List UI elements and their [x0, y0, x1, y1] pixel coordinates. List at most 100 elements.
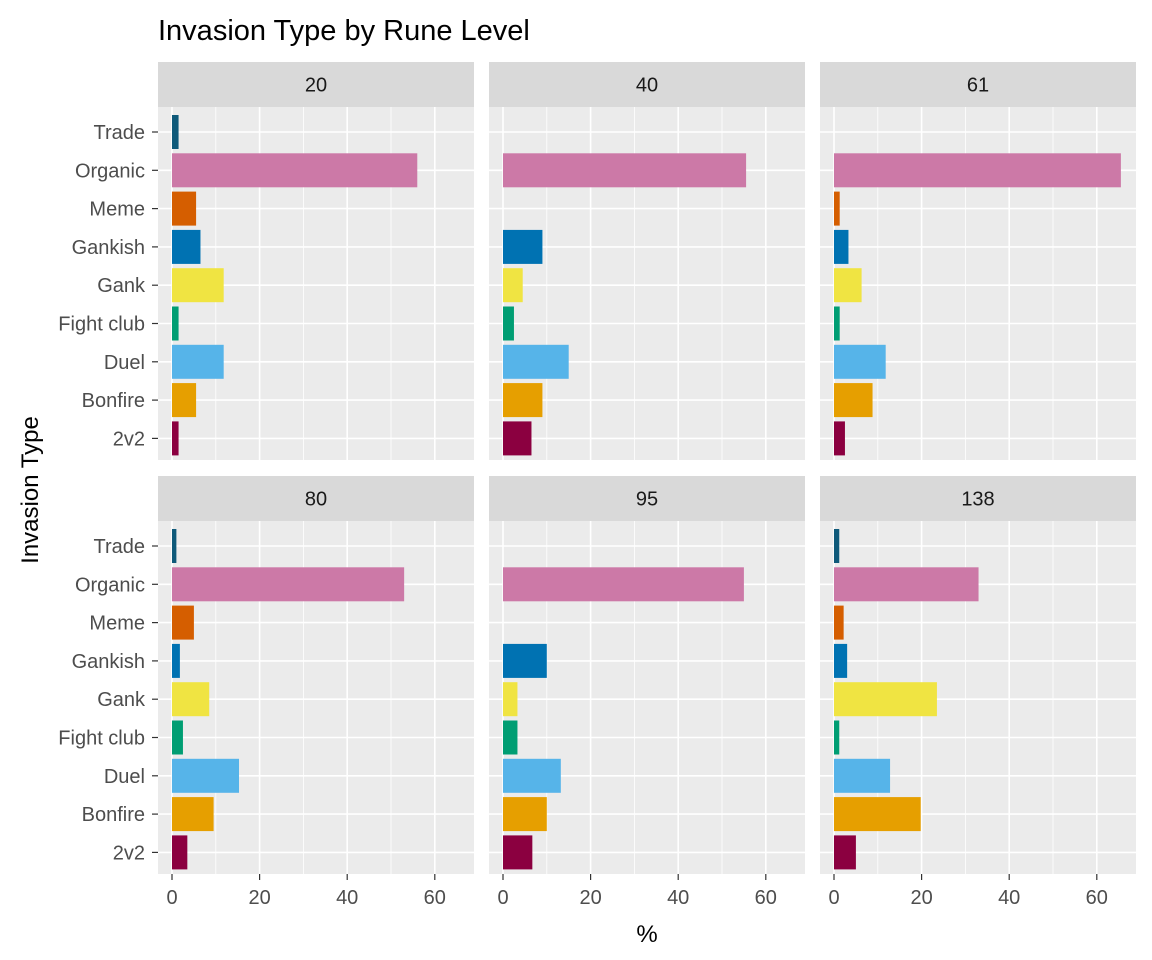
bar-gank: Gank: 11.8	[172, 268, 224, 303]
y-tick-label: Duel	[104, 352, 145, 374]
bar-duel: Duel: 15	[503, 344, 569, 379]
x-tick-label: 60	[1086, 887, 1108, 909]
bar-trade: Trade: 1	[172, 529, 177, 563]
bar-gank: Gank: 6.3	[834, 268, 862, 303]
bar-2v2: 2v2: 3.5	[172, 835, 188, 870]
bar-gankish: Gankish: 3	[834, 643, 848, 678]
bar-gankish: Gankish: 9	[503, 229, 543, 264]
x-tick-label: 20	[910, 887, 932, 909]
bar-2v2: 2v2: 2.5	[834, 421, 845, 456]
facet-strip-label: 95	[636, 489, 658, 511]
bar-organic: Organic: 65.5	[834, 153, 1121, 188]
facet-panels: 20 Trade: 1.5 Organic: 56 Meme: 5.5 Gankish:…	[58, 62, 1136, 909]
facet-panel-61: 61 Organic: 65.5 Meme: 1.3 Gankish: 3.3 Gank…	[820, 62, 1136, 460]
bar-meme: Meme: 5.5	[172, 191, 197, 226]
y-tick-label: Gank	[97, 275, 146, 297]
x-tick-label: 20	[248, 887, 270, 909]
bar-fight-club: Fight club: 1.3	[834, 306, 840, 341]
bar-organic: Organic: 56	[172, 153, 418, 188]
bar-organic: Organic: 55.5	[503, 153, 747, 188]
chart-title: Invasion Type by Rune Level	[158, 15, 530, 47]
bar-duel: Duel: 13.2	[503, 758, 561, 793]
bar-duel: Duel: 11.8	[172, 344, 224, 379]
y-tick-label: 2v2	[113, 842, 145, 864]
facet-strip-label: 20	[305, 75, 327, 97]
facet-panel-138: 138 Trade: 1.2 Organic: 33 Meme: 2.2 Gankish…	[820, 476, 1136, 909]
bar-meme: Meme: 1.3	[834, 191, 840, 226]
x-tick-label: 0	[166, 887, 177, 909]
bar-fight-club: Fight club: 1.5	[172, 306, 179, 341]
facet-panel-20: 20 Trade: 1.5 Organic: 56 Meme: 5.5 Gankish:…	[58, 62, 474, 460]
bar-organic: Organic: 55	[503, 567, 744, 602]
x-axis-title: %	[636, 921, 657, 948]
y-tick-label: Duel	[104, 766, 145, 788]
x-tick-label: 20	[579, 887, 601, 909]
y-tick-label: Fight club	[58, 728, 145, 750]
bar-meme: Meme: 2.2	[834, 605, 844, 640]
facet-strip	[158, 476, 474, 521]
y-tick-label: Organic	[75, 574, 145, 596]
bar-fight-club: Fight club: 2.5	[503, 306, 514, 341]
facet-panel-80: 80 Trade: 1 Organic: 53 Meme: 5 Gankish: 1.8…	[58, 476, 474, 909]
y-tick-label: Fight club	[58, 314, 145, 336]
facet-strip	[489, 476, 805, 521]
bar-bonfire: Bonfire: 9	[503, 383, 543, 418]
bar-bonfire: Bonfire: 9.5	[172, 797, 214, 832]
bar-organic: Organic: 33	[834, 567, 979, 602]
bar-bonfire: Bonfire: 5.5	[172, 383, 197, 418]
facet-strip	[820, 476, 1136, 521]
bar-fight-club: Fight club: 1.2	[834, 720, 840, 755]
bar-organic: Organic: 53	[172, 567, 405, 602]
facet-strip	[489, 62, 805, 107]
bar-gankish: Gankish: 3.3	[834, 229, 849, 264]
bar-fight-club: Fight club: 3.3	[503, 720, 518, 755]
bar-fight-club: Fight club: 2.5	[172, 720, 183, 755]
y-tick-label: Gankish	[72, 651, 145, 673]
facet-strip-label: 80	[305, 489, 327, 511]
facet-strip-label: 138	[961, 489, 994, 511]
y-tick-label: Organic	[75, 160, 145, 182]
bar-gank: Gank: 8.5	[172, 682, 210, 717]
facet-strip-label: 61	[967, 75, 989, 97]
bar-gankish: Gankish: 6.5	[172, 229, 201, 264]
facet-panel-95: 95 Organic: 55 Gankish: 10 Gank: 3.3 Fight c…	[489, 476, 805, 909]
bar-bonfire: Bonfire: 8.8	[834, 383, 873, 418]
x-tick-label: 40	[336, 887, 358, 909]
y-tick-label: Trade	[93, 122, 145, 144]
bar-gank: Gank: 4.5	[503, 268, 523, 303]
bar-trade: Trade: 1.5	[172, 115, 179, 149]
bar-bonfire: Bonfire: 19.8	[834, 797, 921, 832]
bar-duel: Duel: 15.3	[172, 758, 240, 793]
x-tick-label: 0	[828, 887, 839, 909]
facet-panel-40: 40 Organic: 55.5 Gankish: 9 Gank: 4.5 Fight …	[489, 62, 805, 460]
bar-2v2: 2v2: 1.5	[172, 421, 179, 456]
facet-strip-label: 40	[636, 75, 658, 97]
x-tick-label: 60	[755, 887, 777, 909]
x-tick-label: 40	[667, 887, 689, 909]
bar-gankish: Gankish: 1.8	[172, 643, 180, 678]
facet-strip	[158, 62, 474, 107]
y-tick-label: Meme	[89, 613, 145, 635]
bar-meme: Meme: 5	[172, 605, 194, 640]
bar-2v2: 2v2: 5	[834, 835, 856, 870]
y-tick-label: Trade	[93, 536, 145, 558]
y-tick-label: Gankish	[72, 237, 145, 259]
y-tick-label: Gank	[97, 689, 146, 711]
y-axis-title: Invasion Type	[17, 416, 44, 564]
bar-trade: Trade: 1.2	[834, 529, 840, 563]
bar-duel: Duel: 12.8	[834, 758, 891, 793]
facet-strip	[820, 62, 1136, 107]
bar-2v2: 2v2: 6.7	[503, 835, 533, 870]
bar-gankish: Gankish: 10	[503, 643, 547, 678]
bar-gank: Gank: 23.5	[834, 682, 937, 717]
bar-gank: Gank: 3.3	[503, 682, 518, 717]
x-tick-label: 40	[998, 887, 1020, 909]
bar-2v2: 2v2: 6.5	[503, 421, 532, 456]
y-tick-label: Bonfire	[82, 390, 145, 412]
bar-bonfire: Bonfire: 10	[503, 797, 547, 832]
bar-duel: Duel: 11.8	[834, 344, 886, 379]
y-tick-label: 2v2	[113, 428, 145, 450]
x-tick-label: 60	[424, 887, 446, 909]
y-tick-label: Meme	[89, 199, 145, 221]
